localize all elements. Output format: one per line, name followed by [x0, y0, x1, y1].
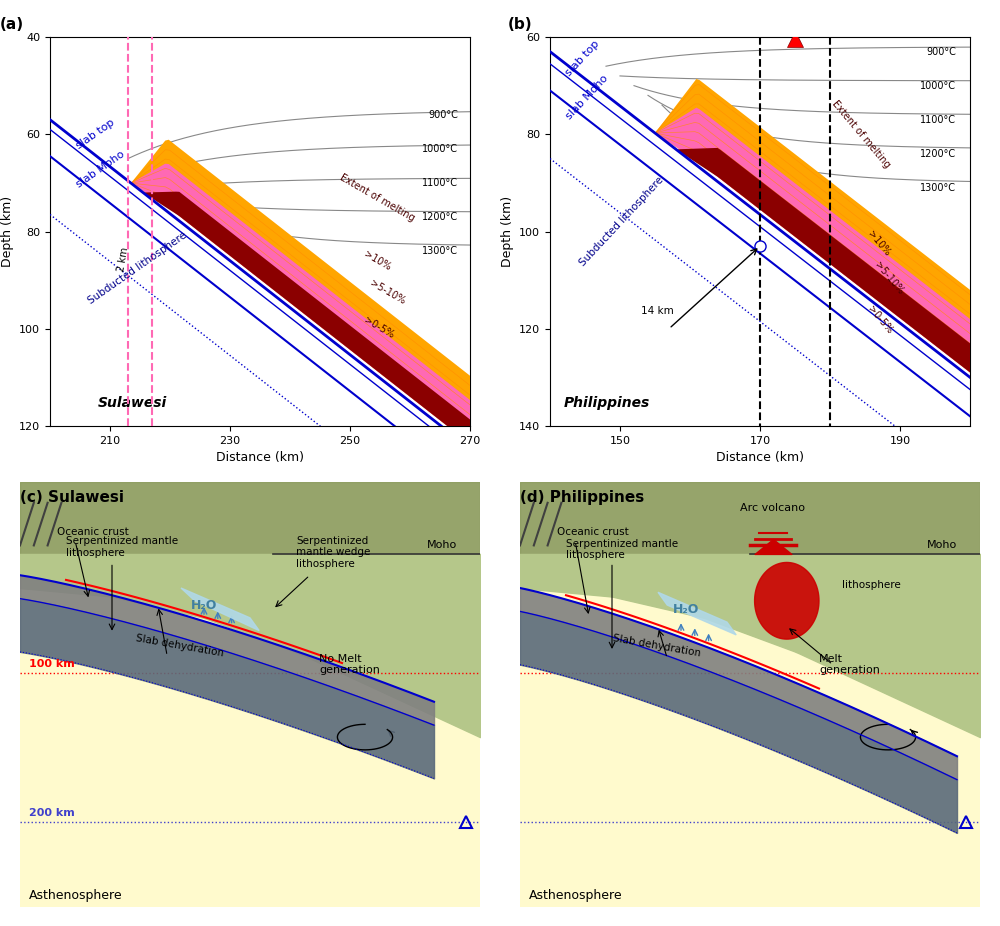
Polygon shape	[655, 107, 970, 372]
Text: No Melt
generation: No Melt generation	[319, 654, 380, 675]
Text: Asthenosphere: Asthenosphere	[29, 889, 123, 902]
Text: >0-5%: >0-5%	[362, 315, 396, 341]
X-axis label: Distance (km): Distance (km)	[216, 451, 304, 464]
Text: 1200°C: 1200°C	[920, 149, 956, 158]
Polygon shape	[20, 482, 480, 554]
Text: slab top: slab top	[564, 39, 602, 78]
Text: Moho: Moho	[427, 540, 457, 550]
Text: (d) Philippines: (d) Philippines	[520, 490, 644, 505]
Text: 1000°C: 1000°C	[422, 144, 458, 154]
X-axis label: Distance (km): Distance (km)	[716, 451, 804, 464]
Text: (c) Sulawesi: (c) Sulawesi	[20, 490, 124, 505]
Text: 1100°C: 1100°C	[422, 178, 458, 188]
Y-axis label: Depth (km): Depth (km)	[1, 196, 14, 267]
Text: >10%: >10%	[865, 229, 892, 257]
Text: 100 km: 100 km	[29, 659, 75, 669]
Polygon shape	[520, 482, 980, 554]
Text: 14 km: 14 km	[641, 307, 674, 316]
Text: Arc volcano: Arc volcano	[740, 503, 806, 513]
Polygon shape	[676, 148, 970, 372]
Text: 900°C: 900°C	[926, 46, 956, 56]
Text: Slab dehydration: Slab dehydration	[612, 632, 702, 658]
Text: Subducted lithosphere: Subducted lithosphere	[578, 174, 666, 268]
Text: 200 km: 200 km	[29, 808, 75, 818]
Text: 1100°C: 1100°C	[920, 115, 956, 125]
Polygon shape	[655, 79, 970, 372]
Text: Melt
generation: Melt generation	[819, 654, 880, 675]
Text: Subducted lithosphere: Subducted lithosphere	[86, 231, 188, 307]
Polygon shape	[181, 588, 259, 631]
Text: 1300°C: 1300°C	[920, 182, 956, 193]
Text: Serpentinized mantle
lithosphere: Serpentinized mantle lithosphere	[66, 536, 178, 558]
Text: 1200°C: 1200°C	[422, 212, 458, 222]
Text: >5-10%: >5-10%	[872, 260, 905, 296]
Text: Oceanic crust: Oceanic crust	[57, 527, 129, 537]
Text: Sulawesi: Sulawesi	[98, 395, 167, 409]
Polygon shape	[131, 140, 470, 444]
Polygon shape	[143, 192, 470, 444]
Text: slab top: slab top	[74, 118, 116, 151]
Text: Slab dehydration: Slab dehydration	[135, 632, 225, 658]
Text: Oceanic crust: Oceanic crust	[557, 527, 629, 537]
Text: Serpentinized
mantle wedge
lithosphere: Serpentinized mantle wedge lithosphere	[296, 535, 370, 569]
Polygon shape	[131, 164, 470, 444]
Text: 900°C: 900°C	[428, 110, 458, 119]
Text: 2 km: 2 km	[116, 246, 130, 272]
Text: 1000°C: 1000°C	[920, 81, 956, 91]
Y-axis label: Depth (km): Depth (km)	[501, 196, 514, 267]
Polygon shape	[658, 593, 736, 635]
Text: (b): (b)	[508, 18, 533, 32]
Text: Moho: Moho	[927, 540, 957, 550]
Polygon shape	[755, 562, 819, 639]
Text: slab Moho: slab Moho	[564, 73, 610, 121]
Text: lithosphere: lithosphere	[842, 580, 901, 590]
Text: Serpentinized mantle
lithosphere: Serpentinized mantle lithosphere	[566, 539, 678, 560]
Text: Extent of melting: Extent of melting	[830, 99, 892, 170]
Text: Extent of melting: Extent of melting	[338, 173, 416, 224]
Text: H₂O: H₂O	[191, 598, 217, 611]
Text: 1300°C: 1300°C	[422, 246, 458, 256]
Text: slab Moho: slab Moho	[74, 149, 126, 190]
Text: Asthenosphere: Asthenosphere	[529, 889, 623, 902]
Text: Philippines: Philippines	[564, 395, 650, 409]
Text: >10%: >10%	[362, 249, 393, 272]
Text: >0-5%: >0-5%	[865, 304, 894, 335]
Text: H₂O: H₂O	[672, 603, 699, 616]
Text: (a): (a)	[0, 18, 24, 32]
Text: >5-10%: >5-10%	[368, 278, 407, 307]
